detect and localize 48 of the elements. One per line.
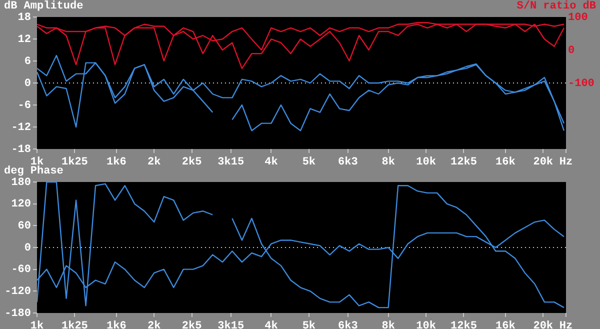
y-tick-label: 0 [24,78,31,90]
x-tick-label: 3k15 [218,156,244,168]
y-tick-label: 12 [18,34,31,46]
x-tick-label: 6k3 [338,320,358,329]
x-tick-label: 16k [496,320,516,329]
y-tick-label: 6 [24,56,31,68]
x-tick-label: 1k25 [61,320,88,329]
x-tick-label: 10k [416,156,436,168]
y-tick-label: -18 [11,144,32,156]
x-tick-label: 16k [496,156,516,168]
x-tick-label: 2k [148,320,162,329]
x-tick-label: 5k [302,320,316,329]
x-tick-label: 1k25 [61,156,88,168]
y2-tick-label: -100 [568,78,594,90]
y-tick-label: -120 [4,286,31,298]
y-tick-label: 180 [11,176,31,189]
y-tick-label: -180 [4,308,31,320]
x-tick-label: 5k [302,156,316,168]
x-tick-label: 4k [264,156,278,168]
y-tick-label: -12 [11,122,31,134]
x-tick-label: Hz [559,156,573,168]
x-tick-label: 20k [533,320,554,329]
x-tick-label: 2k5 [182,320,202,329]
x-tick-label: Hz [559,320,573,329]
y-tick-label: 120 [11,198,31,211]
x-tick-label: 4k [264,320,278,329]
y-tick-label: 18 [18,12,32,24]
x-tick-label: 2k [148,156,162,168]
x-tick-label: 20k [533,156,554,168]
y2-tick-label: 100 [568,12,588,24]
x-tick-label: 12k5 [450,320,478,329]
x-tick-label: 8k [382,156,396,168]
y2-axis-title: S/N ratio dB [516,0,596,12]
x-tick-label: 1k [30,320,44,329]
x-tick-label: 1k6 [106,156,126,168]
y-tick-label: 60 [18,220,31,232]
y2-tick-label: 0 [568,44,575,57]
y-axis-title: dB Amplitude [4,0,84,12]
y-tick-label: -6 [18,100,31,112]
x-tick-label: 3k15 [218,320,244,329]
x-tick-label: 8k [382,320,396,329]
x-tick-label: 6k3 [338,156,358,168]
x-tick-label: 10k [416,320,436,329]
y-tick-label: -60 [11,264,31,276]
x-tick-label: 12k5 [450,156,478,168]
x-tick-label: 1k6 [106,320,126,329]
y-tick-label: 0 [24,242,31,254]
x-tick-label: 2k5 [182,156,202,168]
